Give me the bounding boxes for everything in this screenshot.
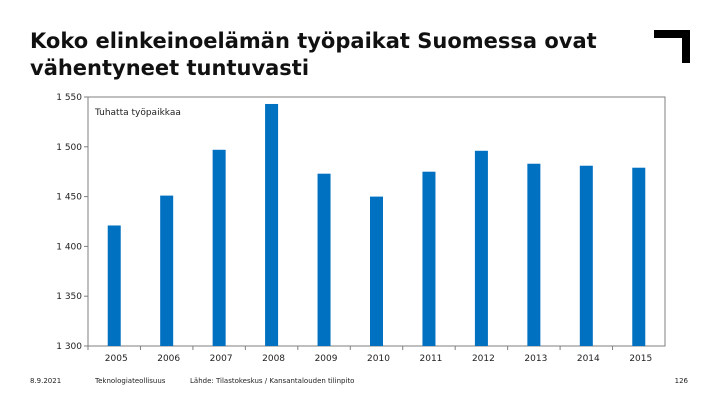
- footer-date: 8.9.2021: [30, 377, 62, 385]
- bar-2010: [370, 196, 383, 346]
- footer-page-number: 126: [674, 377, 688, 385]
- bar-2005: [107, 225, 121, 346]
- footer-source: Lähde: Tilastokeskus / Kansantalouden ti…: [190, 377, 355, 385]
- footer-company: Teknologiateollisuus: [95, 377, 166, 385]
- x-tick-label: 2013: [524, 354, 547, 364]
- x-tick-label: 2007: [210, 354, 233, 364]
- bar-2011: [422, 171, 436, 346]
- bars: [107, 103, 646, 346]
- bar-2014: [579, 165, 593, 346]
- y-tick-label: 1 300: [56, 342, 82, 352]
- y-tick-label: 1 450: [56, 193, 82, 203]
- bar-2015: [632, 167, 646, 346]
- y-axis-ticks: 1 300 1 350 1 400 1 450 1 500 1 550: [56, 93, 88, 352]
- bar-2013: [527, 163, 541, 346]
- x-tick-label: 2006: [157, 354, 180, 364]
- y-tick-label: 1 500: [56, 143, 82, 153]
- x-tick-label: 2009: [315, 354, 338, 364]
- y-tick-label: 1 350: [56, 292, 82, 302]
- page-title: Koko elinkeinoelämän työpaikat Suomessa …: [30, 29, 597, 80]
- x-tick-label: 2014: [577, 354, 600, 364]
- x-tick-label: 2011: [420, 354, 443, 364]
- bar-2007: [212, 149, 226, 346]
- corner-bracket-logo: [654, 30, 690, 63]
- y-tick-label: 1 400: [56, 242, 82, 252]
- bar-2012: [474, 150, 488, 346]
- x-tick-label: 2005: [105, 354, 128, 364]
- x-tick-label: 2010: [367, 354, 390, 364]
- bar-2009: [317, 173, 331, 346]
- bar-2006: [160, 195, 174, 346]
- y-tick-label: 1 550: [56, 93, 82, 103]
- x-tick-label: 2008: [262, 354, 285, 364]
- chart-annotation: Tuhatta työpaikkaa: [94, 108, 181, 118]
- bar-2008: [265, 103, 279, 346]
- x-tick-label: 2015: [629, 354, 652, 364]
- x-tick-label: 2012: [472, 354, 495, 364]
- x-axis-ticks: 2005 2006 2007 2008 2009 2010 2011 2012 2013 2014…: [87, 346, 652, 364]
